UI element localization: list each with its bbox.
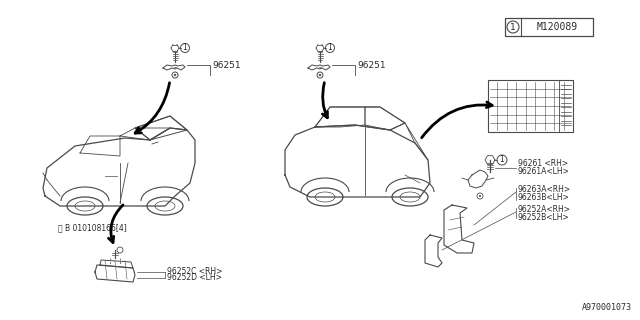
Text: 96252D <LH>: 96252D <LH> <box>167 274 222 283</box>
Text: 96251: 96251 <box>212 60 241 69</box>
Text: 96263A<RH>: 96263A<RH> <box>518 186 571 195</box>
Circle shape <box>174 74 176 76</box>
Text: 96252C <RH>: 96252C <RH> <box>167 267 222 276</box>
Text: 96261A<LH>: 96261A<LH> <box>518 167 570 177</box>
Text: 1: 1 <box>510 22 516 31</box>
Circle shape <box>319 74 321 76</box>
Text: 96251: 96251 <box>357 60 386 69</box>
Text: 1: 1 <box>328 44 332 52</box>
Text: Ⓑ B 010108166[4]: Ⓑ B 010108166[4] <box>58 223 127 233</box>
Text: 96261 <RH>: 96261 <RH> <box>518 159 568 169</box>
Text: 96263B<LH>: 96263B<LH> <box>518 194 570 203</box>
Text: 96252B<LH>: 96252B<LH> <box>518 213 570 222</box>
Text: 96252A<RH>: 96252A<RH> <box>518 205 571 214</box>
Text: 1: 1 <box>182 44 188 52</box>
Text: M120089: M120089 <box>536 22 577 32</box>
Text: 1: 1 <box>500 156 504 164</box>
Text: A970001073: A970001073 <box>582 303 632 312</box>
Circle shape <box>479 195 481 197</box>
